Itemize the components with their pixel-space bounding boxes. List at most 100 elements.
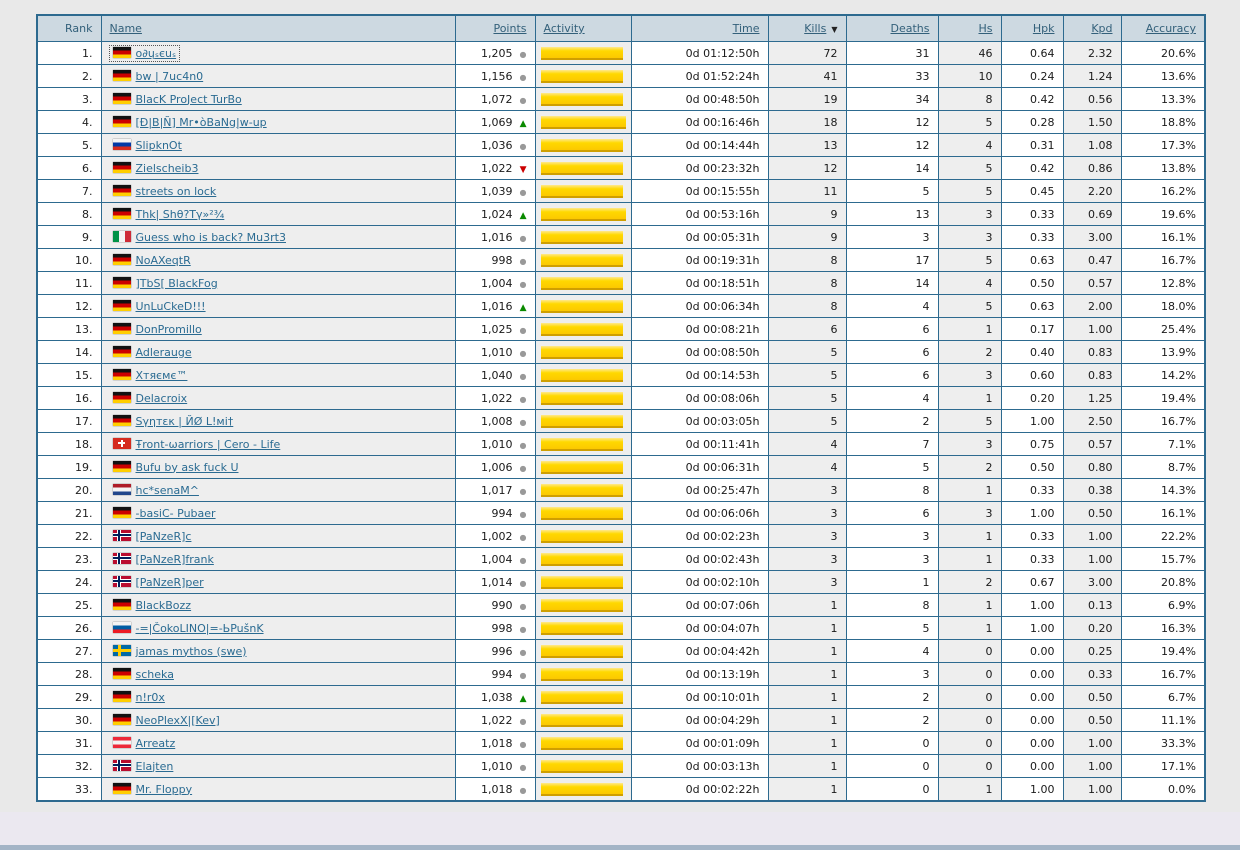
player-link[interactable]: jamas mythos (swe): [112, 644, 247, 658]
cell-time: 0d 00:10:01h: [630, 685, 769, 709]
player-link[interactable]: BlackBozz: [112, 598, 191, 612]
column-header-points[interactable]: Points: [454, 14, 536, 42]
column-header-kpd[interactable]: Kpd: [1062, 14, 1122, 42]
cell-hs: 1: [937, 524, 1002, 548]
player-link[interactable]: Arreatz: [112, 736, 175, 750]
cell-points: 1,018 ●: [454, 777, 536, 802]
column-sort-link-kpd[interactable]: Kpd: [1091, 22, 1113, 35]
cell-name: Sγηтεκ | ЙØ L!мi†: [100, 409, 456, 433]
player-link[interactable]: ]TbS[ BlackFog: [112, 276, 218, 290]
player-link[interactable]: o∂ųₛєuₛ: [108, 44, 181, 62]
player-link[interactable]: Delacroix: [112, 391, 187, 405]
cell-deaths: 6: [845, 317, 939, 341]
column-sort-link-points[interactable]: Points: [493, 22, 527, 35]
column-sort-link-accuracy[interactable]: Accuracy: [1145, 22, 1196, 35]
player-link[interactable]: streets on lock: [112, 184, 216, 198]
player-link[interactable]: n!r0x: [112, 690, 165, 704]
column-sort-link-hs[interactable]: Hs: [978, 22, 993, 35]
player-link[interactable]: [PaNzeR]per: [112, 575, 204, 589]
player-link[interactable]: scheka: [112, 667, 174, 681]
cell-activity: [534, 777, 632, 802]
player-link[interactable]: Sγηтεκ | ЙØ L!мi†: [112, 414, 233, 428]
player-link[interactable]: Zielscheib3: [112, 161, 198, 175]
cell-time: 0d 00:08:21h: [630, 317, 769, 341]
player-link[interactable]: NeoPlexX|[Kev]: [112, 713, 220, 727]
column-sort-link-hpk[interactable]: Hpk: [1032, 22, 1055, 35]
cell-points: 1,040 ●: [454, 363, 536, 387]
player-link[interactable]: [PaNzeR]c: [112, 529, 191, 543]
cell-name: jamas mythos (swe): [100, 639, 456, 663]
cell-accuracy: 11.1%: [1120, 708, 1206, 732]
cell-name: Elajten: [100, 754, 456, 778]
cell-rank: 1.: [36, 41, 102, 65]
trend-same-icon: ●: [519, 95, 527, 105]
cell-deaths: 5: [845, 455, 939, 479]
cell-time: 0d 00:06:06h: [630, 501, 769, 525]
player-link[interactable]: Adlerauge: [112, 345, 192, 359]
player-link[interactable]: BlacK ProJect TurBo: [112, 92, 242, 106]
trend-same-icon: ●: [519, 670, 527, 680]
cell-points: 1,010 ●: [454, 340, 536, 364]
player-link[interactable]: NoAXeqtR: [112, 253, 191, 267]
trend-same-icon: ●: [519, 440, 527, 450]
player-link[interactable]: Mr. Floppy: [112, 782, 192, 796]
column-header-name[interactable]: Name: [100, 14, 456, 42]
cell-time: 0d 00:23:32h: [630, 156, 769, 180]
cell-kills: 9: [767, 202, 847, 226]
cell-activity: [534, 271, 632, 295]
player-link[interactable]: Guess who is back? Mu3rt3: [112, 230, 286, 244]
column-sort-link-kills[interactable]: Kills: [804, 22, 827, 35]
cell-accuracy: 17.1%: [1120, 754, 1206, 778]
player-link[interactable]: [PaNzeR]frank: [112, 552, 214, 566]
cell-points: 1,016 ▲: [454, 294, 536, 318]
cell-activity: [534, 547, 632, 571]
cell-hpk: 0.50: [1000, 455, 1064, 479]
table-row: 18. Ŧront-ωarriors | Cero - Life 1,010 ● 0d …: [36, 432, 1206, 456]
flag-it-icon: [112, 230, 131, 242]
player-link[interactable]: Ŧront-ωarriors | Cero - Life: [112, 437, 280, 451]
player-link[interactable]: -=|ČokoLINO|=-ЬPušnK: [112, 621, 264, 635]
player-link[interactable]: -basiC- Pubaer: [112, 506, 216, 520]
player-link[interactable]: Χтяємє™: [112, 368, 187, 382]
cell-kpd: 2.32: [1062, 41, 1122, 65]
player-link[interactable]: Bufu by ask fuck U: [112, 460, 239, 474]
column-header-hpk[interactable]: Hpk: [1000, 14, 1064, 42]
column-sort-link-activity[interactable]: Activity: [543, 22, 585, 35]
cell-hpk: 0.63: [1000, 248, 1064, 272]
player-link[interactable]: SlipknOt: [112, 138, 182, 152]
cell-kills: 6: [767, 317, 847, 341]
cell-hpk: 0.17: [1000, 317, 1064, 341]
trend-same-icon: ●: [519, 532, 527, 542]
cell-hs: 1: [937, 593, 1002, 617]
cell-kpd: 1.08: [1062, 133, 1122, 157]
column-header-kills[interactable]: Kills ▼: [767, 14, 847, 42]
player-link[interactable]: DonPromillo: [112, 322, 202, 336]
column-sort-link-name[interactable]: Name: [109, 22, 142, 35]
cell-hs: 2: [937, 570, 1002, 594]
column-header-hs[interactable]: Hs: [937, 14, 1002, 42]
table-row: 7. streets on lock 1,039 ● 0d 00:15:55h 11 5 5 0…: [36, 179, 1206, 203]
player-link[interactable]: bw | 7uc4n0: [112, 69, 203, 83]
player-name: UnLuCkeD!!!: [135, 299, 206, 313]
column-header-accuracy[interactable]: Accuracy: [1120, 14, 1206, 42]
cell-name: UnLuCkeD!!!: [100, 294, 456, 318]
table-row: 3. BlacK ProJect TurBo 1,072 ● 0d 00:48:50h 1…: [36, 87, 1206, 111]
table-row: 29. n!r0x 1,038 ▲ 0d 00:10:01h 1 2 0 0.00 0.50 6.7…: [36, 685, 1206, 709]
column-sort-link-time[interactable]: Time: [732, 22, 760, 35]
activity-bar: [540, 230, 623, 244]
player-link[interactable]: Thk| Shθ?Tγ»²¾: [112, 207, 224, 221]
points-value: 998: [491, 621, 513, 635]
player-link[interactable]: Elajten: [112, 759, 173, 773]
player-link[interactable]: [Đ|B|Ñ] Mr•òBaNg|w-up: [112, 115, 267, 129]
column-header-activity[interactable]: Activity: [534, 14, 632, 42]
column-header-time[interactable]: Time: [630, 14, 769, 42]
cell-points: 1,014 ●: [454, 570, 536, 594]
cell-hpk: 0.63: [1000, 294, 1064, 318]
cell-kpd: 1.00: [1062, 547, 1122, 571]
player-link[interactable]: UnLuCkeD!!!: [112, 299, 206, 313]
cell-kills: 1: [767, 685, 847, 709]
activity-bar: [540, 598, 623, 612]
player-link[interactable]: hc*senaM^: [112, 483, 199, 497]
column-header-deaths[interactable]: Deaths: [845, 14, 939, 42]
column-sort-link-deaths[interactable]: Deaths: [890, 22, 930, 35]
